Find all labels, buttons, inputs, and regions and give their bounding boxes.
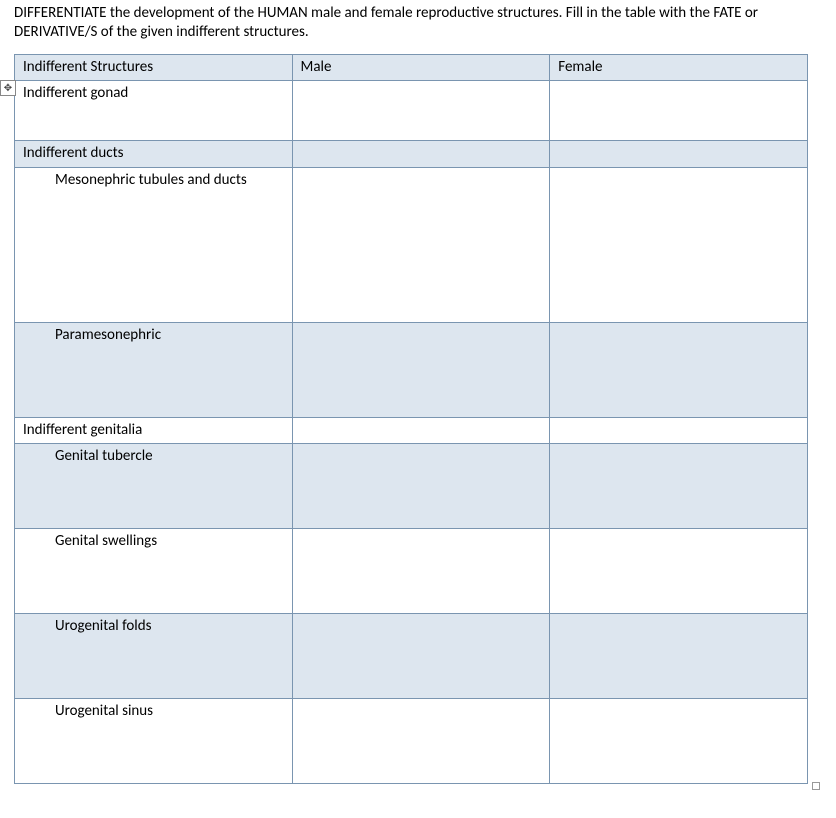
reproductive-structures-table: Indifferent Structures Male Female Indif… (14, 54, 808, 785)
indented-label: Mesonephric tubules and ducts (23, 171, 284, 191)
instruction-text: DIFFERENTIATE the development of the HUM… (0, 0, 836, 44)
table-header-row: Indifferent Structures Male Female (15, 54, 808, 81)
indented-label: Urogenital folds (23, 617, 284, 637)
cell-structure[interactable]: Genital tubercle (15, 444, 293, 529)
cell-female[interactable] (550, 614, 808, 699)
cell-male[interactable] (292, 529, 550, 614)
column-header-male: Male (292, 54, 550, 81)
table-row: Mesonephric tubules and ducts (15, 167, 808, 322)
table-row: Genital swellings (15, 529, 808, 614)
cell-female[interactable] (550, 529, 808, 614)
cell-structure[interactable]: Urogenital sinus (15, 699, 293, 784)
indented-label: Urogenital sinus (23, 702, 284, 722)
cell-male[interactable] (292, 141, 550, 168)
cell-structure[interactable]: Indifferent ducts (15, 141, 293, 168)
cell-female[interactable] (550, 322, 808, 417)
cell-male[interactable] (292, 322, 550, 417)
cell-male[interactable] (292, 417, 550, 444)
cell-female[interactable] (550, 444, 808, 529)
cell-structure[interactable]: Urogenital folds (15, 614, 293, 699)
indented-label: Genital swellings (23, 532, 284, 552)
table-row: Indifferent ducts (15, 141, 808, 168)
table-row: Paramesonephric (15, 322, 808, 417)
table-move-handle-icon[interactable]: ✥ (0, 80, 16, 96)
cell-structure[interactable]: Indifferent gonad (15, 81, 293, 141)
cell-female[interactable] (550, 699, 808, 784)
table-container: ✥ Indifferent Structures Male Female Ind… (0, 44, 836, 795)
table-resize-handle-icon[interactable] (812, 782, 820, 790)
indented-label: Genital tubercle (23, 447, 284, 467)
table-row: Genital tubercle (15, 444, 808, 529)
table-row: Urogenital sinus (15, 699, 808, 784)
cell-female[interactable] (550, 81, 808, 141)
cell-male[interactable] (292, 614, 550, 699)
cell-male[interactable] (292, 81, 550, 141)
column-header-structures: Indifferent Structures (15, 54, 293, 81)
cell-structure[interactable]: Mesonephric tubules and ducts (15, 167, 293, 322)
cell-structure[interactable]: Paramesonephric (15, 322, 293, 417)
cell-female[interactable] (550, 417, 808, 444)
cell-female[interactable] (550, 141, 808, 168)
cell-female[interactable] (550, 167, 808, 322)
cell-structure[interactable]: Genital swellings (15, 529, 293, 614)
cell-structure[interactable]: Indifferent genitalia (15, 417, 293, 444)
indented-label: Paramesonephric (23, 326, 284, 346)
table-row: Indifferent genitalia (15, 417, 808, 444)
cell-male[interactable] (292, 167, 550, 322)
table-row: Indifferent gonad (15, 81, 808, 141)
cell-male[interactable] (292, 699, 550, 784)
cell-male[interactable] (292, 444, 550, 529)
table-row: Urogenital folds (15, 614, 808, 699)
column-header-female: Female (550, 54, 808, 81)
